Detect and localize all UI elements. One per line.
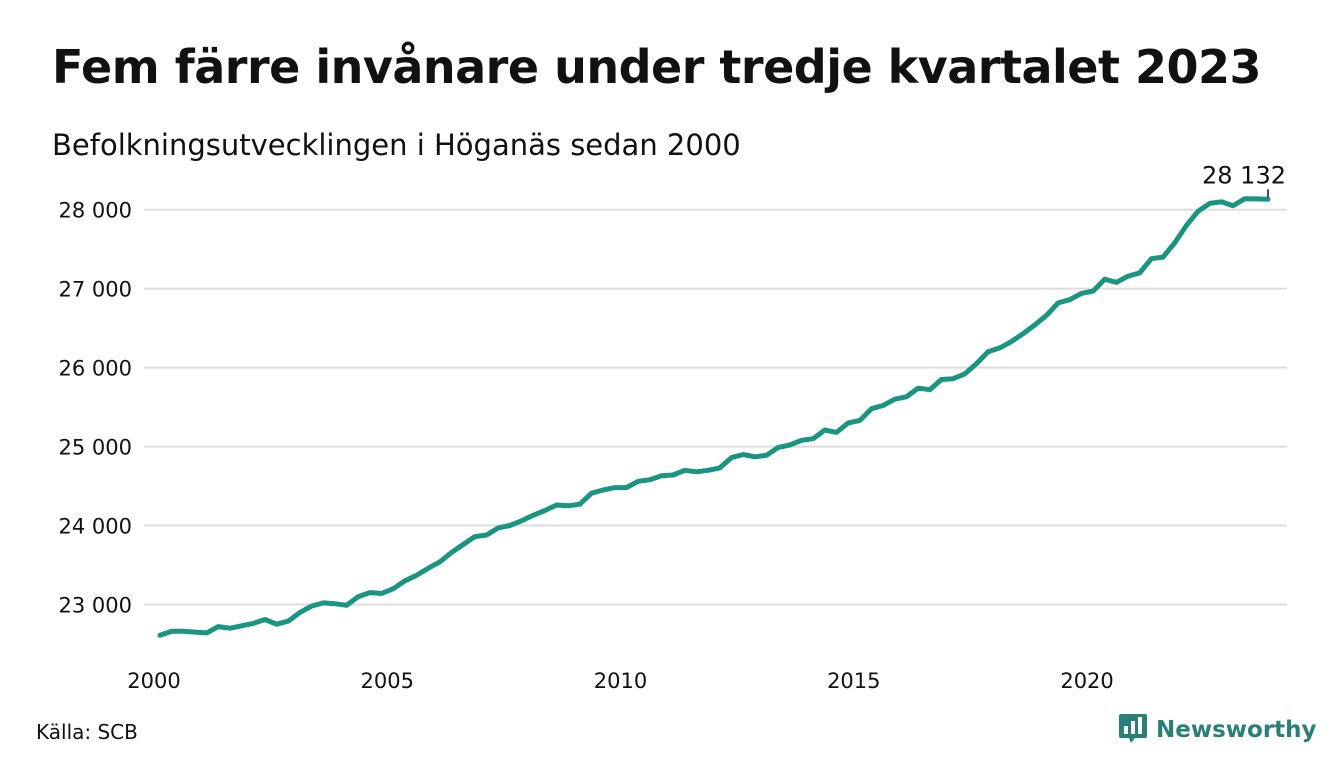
x-axis-ticks: 2000 2005 2010 2015 2020 — [127, 669, 1114, 693]
x-tick-label: 2000 — [127, 669, 180, 693]
source-note: Källa: SCB — [36, 720, 138, 744]
end-label-layer: 28 132 — [1202, 161, 1286, 198]
x-tick-label: 2020 — [1060, 669, 1113, 693]
brand-name: Newsworthy — [1156, 717, 1317, 743]
line-chart: 23 000 24 000 25 000 26 000 27 000 28 000 200… — [59, 161, 1287, 693]
bar-chart-speech-bubble-icon — [1118, 712, 1148, 748]
series-line — [157, 196, 1271, 638]
end-value-label: 28 132 — [1202, 161, 1286, 189]
x-tick-label: 2010 — [594, 669, 647, 693]
y-tick-label: 24 000 — [59, 515, 132, 539]
chart-subtitle: Befolkningsutvecklingen i Höganäs sedan … — [52, 128, 741, 162]
x-tick-label: 2015 — [827, 669, 880, 693]
gridlines — [144, 208, 1287, 606]
series-layer — [157, 196, 1271, 638]
chart-title: Fem färre invånare under tredje kvartale… — [52, 40, 1262, 94]
y-axis-ticks: 23 000 24 000 25 000 26 000 27 000 28 000 — [59, 199, 132, 618]
brand-logo[interactable]: Newsworthy — [1118, 712, 1317, 748]
y-tick-label: 27 000 — [59, 278, 132, 302]
y-tick-label: 28 000 — [59, 199, 132, 223]
y-tick-label: 23 000 — [59, 593, 132, 617]
y-tick-label: 25 000 — [59, 436, 132, 460]
x-tick-label: 2005 — [361, 669, 414, 693]
y-tick-label: 26 000 — [59, 357, 132, 381]
